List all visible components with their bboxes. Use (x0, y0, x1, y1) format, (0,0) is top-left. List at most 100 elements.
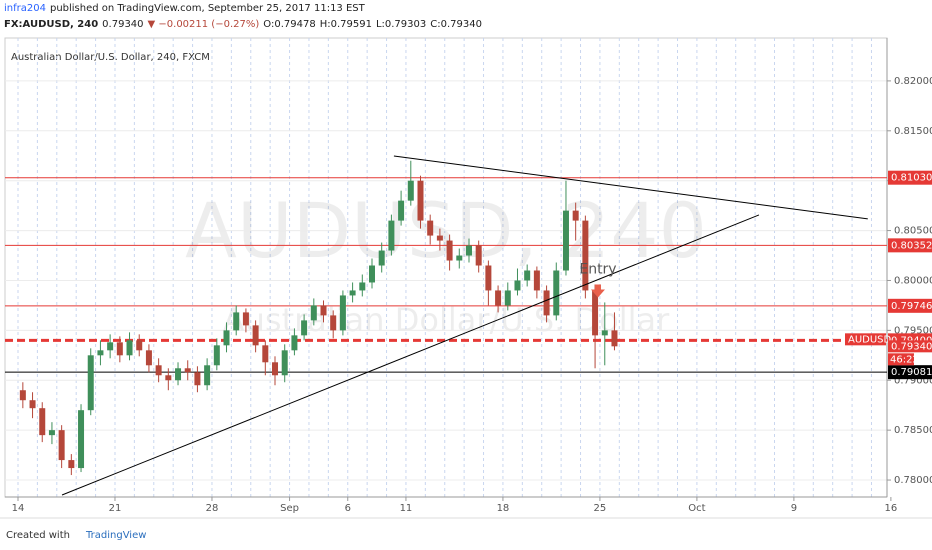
candle-body (107, 342, 114, 351)
y-tick-label: 0.80000 (894, 275, 932, 286)
candle-body (301, 320, 308, 336)
candle-body (233, 312, 240, 331)
ohlc: O:0.79478 H:0.79591 L:0.79303 C:0.79340 (263, 19, 486, 30)
candle-body (78, 410, 85, 469)
candle-body (19, 390, 26, 401)
price: 0.79340 (102, 19, 144, 30)
level-label-box (888, 170, 932, 185)
x-tick-label: Oct (688, 503, 705, 514)
candle-body (436, 235, 443, 241)
ohlc-value: O:0.79478 (263, 19, 316, 30)
candle-body (582, 220, 589, 291)
candle-body (388, 220, 395, 251)
published: published on TradingView.com, September … (49, 3, 365, 14)
candle-body (398, 200, 405, 221)
y-tick-label: 0.80500 (894, 226, 932, 237)
candle-body (126, 340, 133, 356)
countdown: 46:22 (890, 354, 919, 365)
level-label: 0.79746 (891, 301, 932, 312)
candle-body (553, 270, 560, 316)
candle-body (592, 290, 599, 336)
candle-body (145, 350, 152, 366)
last-price-label: 0.79340 (891, 341, 932, 352)
chart-title: Australian Dollar/U.S. Dollar, 240, FXCM (11, 52, 210, 63)
last-price-box (888, 340, 932, 353)
level-label-box (888, 365, 932, 380)
candle-body (465, 245, 472, 256)
trendline (393, 155, 868, 220)
candle-body (136, 340, 143, 351)
level-label-box (888, 298, 932, 313)
level-label: 0.81030 (891, 173, 932, 184)
candle-body (543, 290, 550, 316)
x-tick-label: Sep (280, 503, 299, 514)
candle-body (213, 345, 220, 366)
candle-body (29, 400, 36, 409)
candle-body (456, 255, 463, 261)
y-tick-label: 0.81500 (894, 126, 932, 137)
footer-brand[interactable]: TradingView (85, 530, 146, 541)
candle-body (175, 368, 182, 381)
x-tick-label: 28 (206, 503, 219, 514)
level-label-box (888, 238, 932, 253)
candle-body (223, 330, 230, 346)
candle-body (533, 270, 540, 291)
last-price-name: AUDUSD (848, 334, 892, 345)
candle-body (184, 368, 191, 373)
candle-body (378, 250, 385, 266)
candle-body (446, 240, 453, 261)
level-label: 0.79081 (891, 367, 932, 378)
x-tick-label: 21 (109, 503, 122, 514)
x-tick-label: 18 (497, 503, 510, 514)
candle-body (87, 355, 94, 411)
x-tick-label: 16 (885, 503, 898, 514)
y-tick-label: 0.82000 (894, 76, 932, 87)
candle-body (611, 330, 618, 347)
ohlc-value: L:0.79303 (375, 19, 427, 30)
x-tick-label: 25 (594, 503, 607, 514)
candle-body (48, 430, 55, 436)
candle-body (262, 345, 269, 363)
candle-body (407, 180, 414, 201)
candle-body (58, 430, 65, 461)
candle-body (204, 365, 211, 386)
last-price-name-box (845, 333, 886, 346)
ohlc-value: C:0.79340 (430, 19, 482, 30)
x-tick-label: 6 (345, 503, 351, 514)
countdown-box (888, 353, 914, 366)
candle-body (291, 335, 298, 351)
user[interactable]: infra204 (4, 3, 46, 14)
x-tick-label: 11 (400, 503, 413, 514)
candle-body (252, 325, 259, 346)
header: infra204 published on TradingView.com, Se… (4, 0, 490, 34)
candle-body (417, 180, 424, 221)
candle-body (349, 290, 356, 296)
candle-body (514, 280, 521, 291)
candle-body (427, 220, 434, 236)
symbol-line: FX:AUDUSD, 240 0.79340 ▼ −0.00211 (−0.27%)… (4, 16, 490, 34)
y-tick-label: 0.79500 (894, 325, 932, 336)
ohlc-value: H:0.79591 (319, 19, 372, 30)
candle-body (524, 270, 531, 281)
y-tick-label: 0.78500 (894, 425, 932, 436)
trendline (61, 214, 760, 496)
candle-body (320, 305, 327, 316)
candle-body (281, 350, 288, 376)
candle-body (601, 330, 608, 336)
candle-body (155, 365, 162, 376)
symbol: FX:AUDUSD, 240 (4, 19, 99, 30)
candle-body (339, 295, 346, 331)
candle-body (504, 290, 511, 306)
y-tick-label: 0.79000 (894, 375, 932, 386)
candle-body (194, 372, 201, 386)
y-tick-label: 0.78000 (894, 475, 932, 486)
candle-body (97, 350, 104, 356)
footer-created: Created with (6, 530, 70, 541)
annotation-arrow (590, 284, 605, 298)
candle-body (359, 282, 366, 291)
candle-body (485, 265, 492, 291)
candle-body (495, 290, 502, 306)
candle-body (68, 460, 75, 469)
